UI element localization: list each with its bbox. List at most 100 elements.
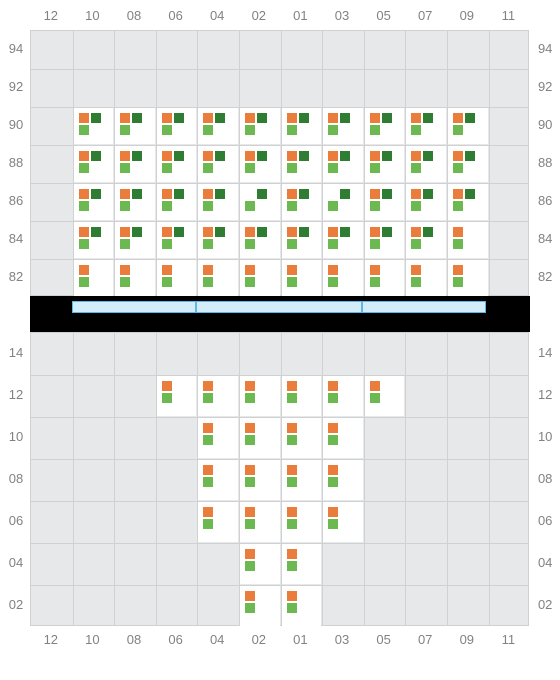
- seat[interactable]: [240, 586, 280, 626]
- seat[interactable]: [115, 108, 155, 144]
- seat[interactable]: [157, 376, 197, 416]
- seat-chip: [287, 465, 297, 475]
- seat[interactable]: [282, 184, 322, 220]
- seat[interactable]: [448, 146, 488, 182]
- seat[interactable]: [282, 222, 322, 258]
- seat-chip: [91, 189, 101, 199]
- row-label-left: 06: [4, 513, 28, 528]
- seat-chip: [203, 465, 213, 475]
- seat-chip: [423, 113, 433, 123]
- seat[interactable]: [115, 260, 155, 296]
- seat[interactable]: [157, 260, 197, 296]
- seat[interactable]: [198, 222, 238, 258]
- seat-chip: [245, 507, 255, 517]
- seat[interactable]: [240, 418, 280, 458]
- seat[interactable]: [240, 376, 280, 416]
- seat[interactable]: [240, 146, 280, 182]
- seat[interactable]: [198, 502, 238, 542]
- seat[interactable]: [240, 260, 280, 296]
- seat[interactable]: [448, 184, 488, 220]
- seat[interactable]: [406, 222, 446, 258]
- seat[interactable]: [406, 108, 446, 144]
- seat[interactable]: [115, 146, 155, 182]
- col-label-bottom: 10: [80, 632, 104, 647]
- seat[interactable]: [282, 260, 322, 296]
- seat[interactable]: [365, 184, 405, 220]
- seat[interactable]: [365, 222, 405, 258]
- seat[interactable]: [157, 108, 197, 144]
- seat-chip: [257, 113, 267, 123]
- seat[interactable]: [198, 460, 238, 500]
- seat-chip: [370, 393, 380, 403]
- seat[interactable]: [240, 544, 280, 584]
- seat[interactable]: [198, 418, 238, 458]
- seat[interactable]: [240, 108, 280, 144]
- seat[interactable]: [365, 108, 405, 144]
- seat[interactable]: [240, 222, 280, 258]
- seat[interactable]: [323, 108, 363, 144]
- seat[interactable]: [240, 184, 280, 220]
- seat[interactable]: [323, 184, 363, 220]
- row-label-right: 06: [533, 513, 557, 528]
- seat[interactable]: [198, 108, 238, 144]
- seat[interactable]: [282, 418, 322, 458]
- seat-chip: [465, 189, 475, 199]
- seat[interactable]: [198, 146, 238, 182]
- seat-chip: [370, 381, 380, 391]
- seat[interactable]: [282, 146, 322, 182]
- seat[interactable]: [282, 502, 322, 542]
- seat[interactable]: [448, 222, 488, 258]
- seat[interactable]: [157, 146, 197, 182]
- seat[interactable]: [406, 146, 446, 182]
- seat-chip: [370, 113, 380, 123]
- seat[interactable]: [115, 222, 155, 258]
- seat[interactable]: [240, 460, 280, 500]
- seat-chip: [370, 265, 380, 275]
- seat-chip: [287, 393, 297, 403]
- row-label-right: 08: [533, 471, 557, 486]
- seat[interactable]: [115, 184, 155, 220]
- seat-chip: [79, 239, 89, 249]
- seat[interactable]: [198, 260, 238, 296]
- seat[interactable]: [157, 222, 197, 258]
- seat-chip: [215, 189, 225, 199]
- seat-chip: [120, 277, 130, 287]
- col-label-top: 09: [455, 8, 479, 23]
- seat-chip: [245, 393, 255, 403]
- seat[interactable]: [282, 108, 322, 144]
- seat[interactable]: [282, 586, 322, 626]
- seat-chip: [174, 151, 184, 161]
- seat[interactable]: [323, 146, 363, 182]
- seat[interactable]: [323, 222, 363, 258]
- seat[interactable]: [198, 184, 238, 220]
- seat[interactable]: [74, 260, 114, 296]
- seat[interactable]: [448, 260, 488, 296]
- seat[interactable]: [323, 418, 363, 458]
- seat-chip: [132, 227, 142, 237]
- seat[interactable]: [282, 460, 322, 500]
- seat[interactable]: [365, 376, 405, 416]
- seat[interactable]: [74, 146, 114, 182]
- seat[interactable]: [198, 376, 238, 416]
- seat[interactable]: [365, 260, 405, 296]
- seat-chip: [328, 381, 338, 391]
- seat[interactable]: [323, 460, 363, 500]
- seat-chip: [465, 151, 475, 161]
- seat[interactable]: [282, 544, 322, 584]
- seat[interactable]: [282, 376, 322, 416]
- seat[interactable]: [448, 108, 488, 144]
- seat[interactable]: [74, 108, 114, 144]
- seat[interactable]: [74, 184, 114, 220]
- seat[interactable]: [323, 376, 363, 416]
- seat-chip: [245, 151, 255, 161]
- seat[interactable]: [365, 146, 405, 182]
- seat-chip: [215, 113, 225, 123]
- seat[interactable]: [406, 260, 446, 296]
- seat-chip: [453, 227, 463, 237]
- seat[interactable]: [323, 502, 363, 542]
- seat[interactable]: [157, 184, 197, 220]
- seat[interactable]: [323, 260, 363, 296]
- seat[interactable]: [74, 222, 114, 258]
- seat[interactable]: [406, 184, 446, 220]
- seat[interactable]: [240, 502, 280, 542]
